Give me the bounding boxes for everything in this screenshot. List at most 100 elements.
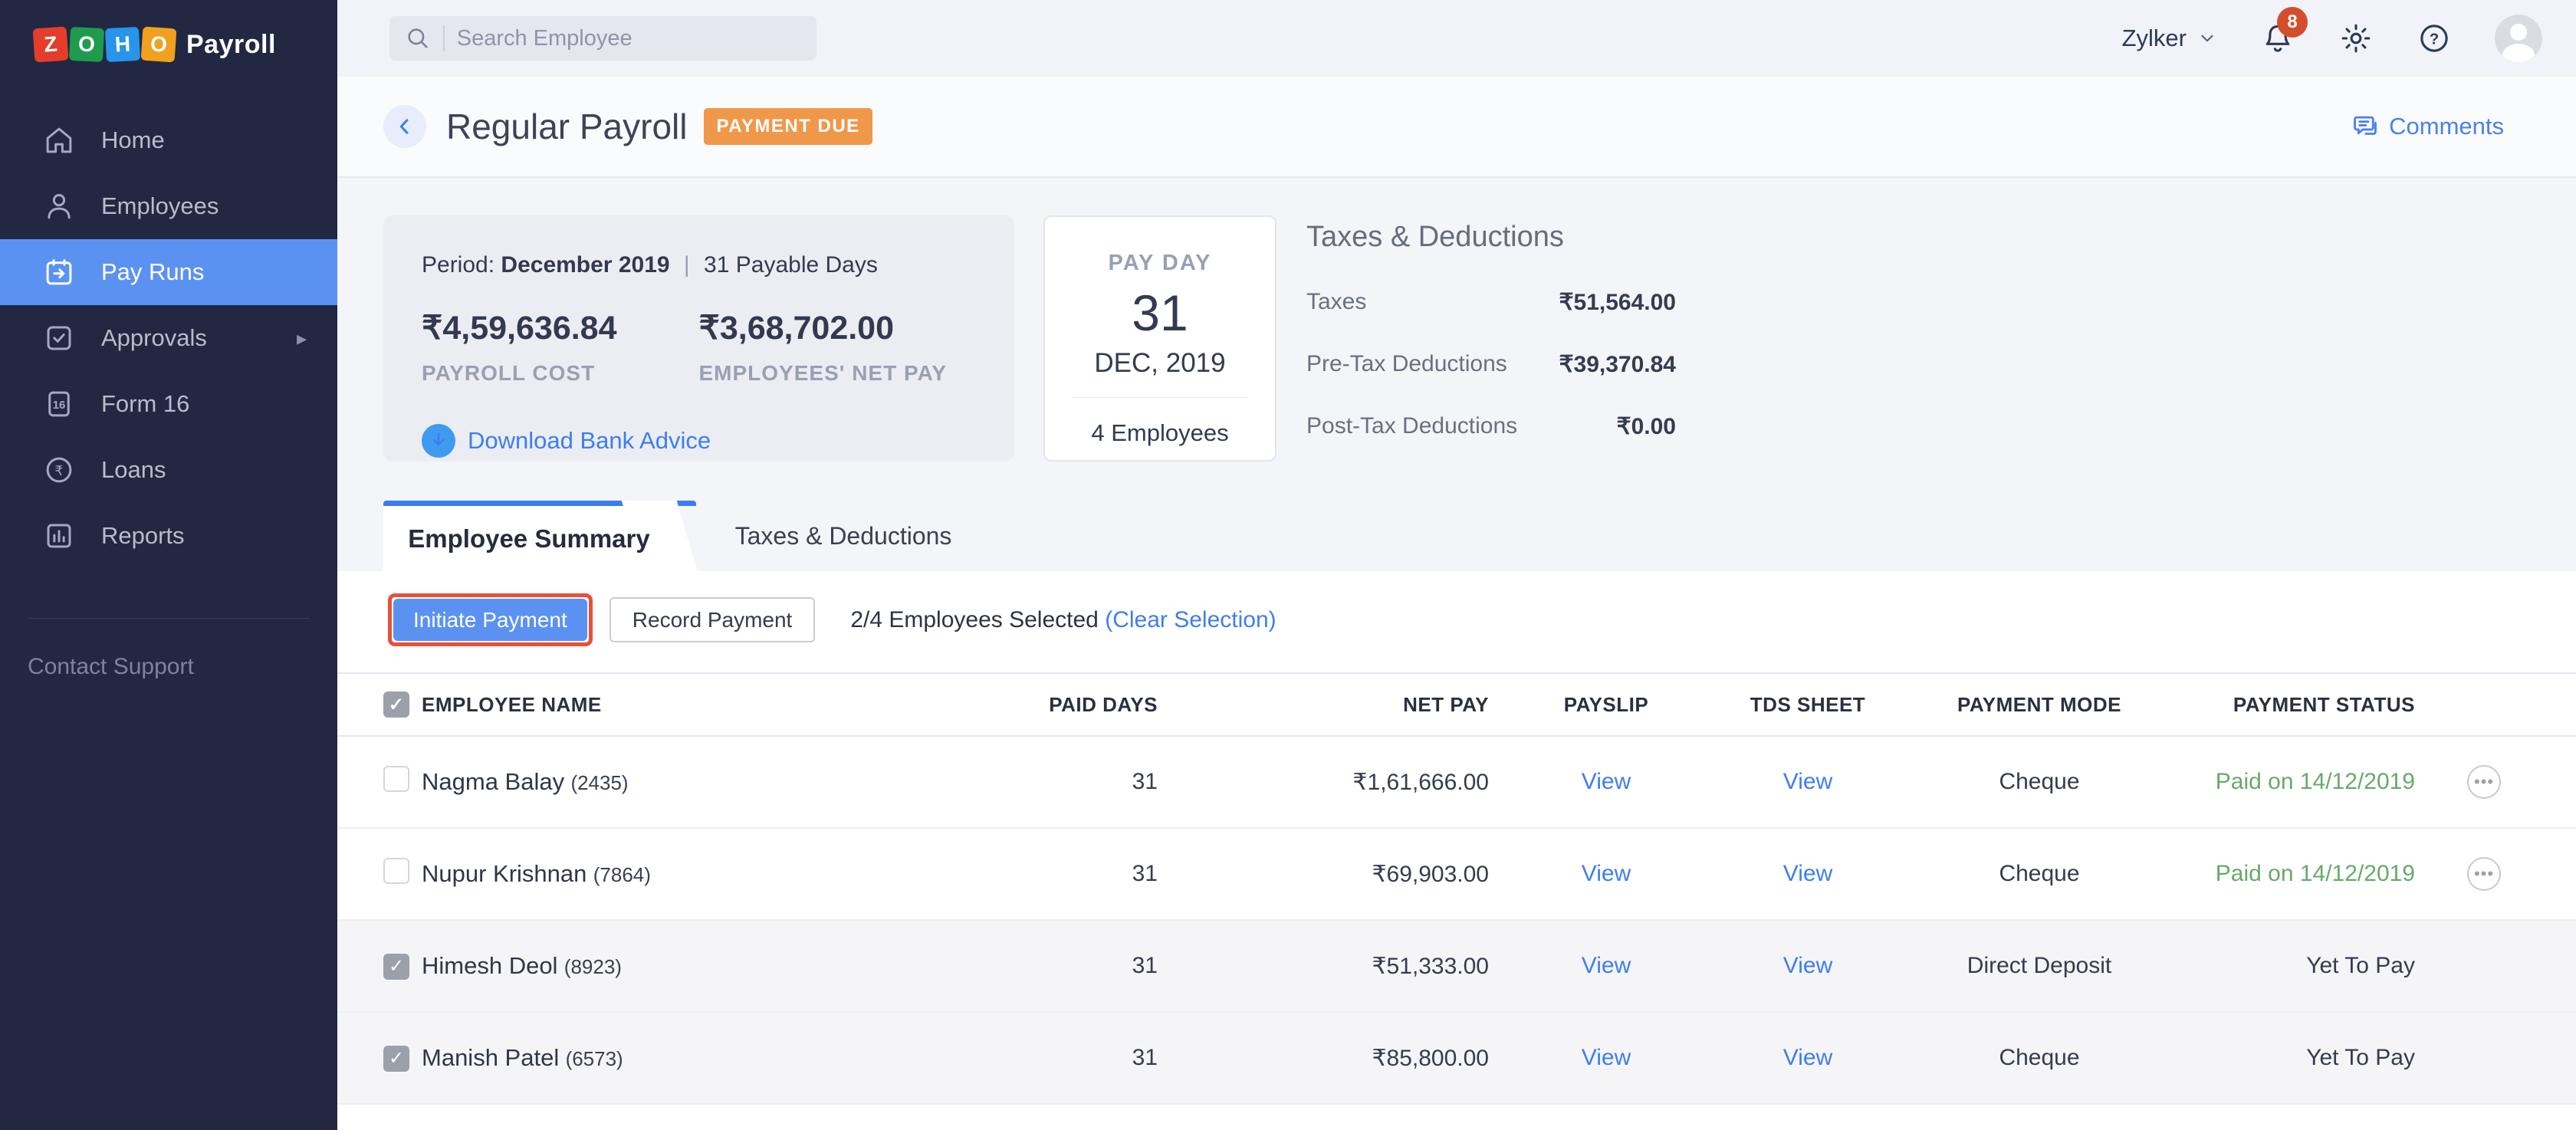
record-payment-button[interactable]: Record Payment [609, 597, 816, 642]
row-checkbox[interactable] [383, 953, 409, 980]
zoho-logo-icon: Z O H O [32, 26, 177, 63]
employee-search[interactable] [389, 16, 816, 61]
back-button[interactable] [383, 105, 426, 148]
initiate-payment-highlight: Initiate Payment [388, 593, 593, 646]
contact-support-link[interactable]: Contact Support [28, 654, 194, 679]
payroll-cost-label: PAYROLL COST [422, 361, 596, 385]
tax-label: Post-Tax Deductions [1306, 413, 1518, 439]
payment-mode: Direct Deposit [1967, 953, 2112, 978]
tax-value: ₹39,370.84 [1559, 352, 1676, 377]
user-avatar[interactable] [2495, 15, 2542, 62]
clear-selection-link[interactable]: (Clear Selection) [1105, 606, 1276, 632]
payment-status: Yet To Pay [2306, 953, 2415, 978]
sidebar-item-form-16[interactable]: 16 Form 16 [0, 371, 337, 437]
svg-text:16: 16 [53, 399, 66, 412]
employee-id: (7864) [593, 863, 651, 886]
actions-row: Initiate Payment Record Payment 2/4 Empl… [388, 593, 2576, 646]
table-row: Manish Patel (6573) 31 ₹85,800.00 View V… [337, 1013, 2576, 1105]
tds-view-link[interactable]: View [1783, 1045, 1833, 1070]
employee-name: Nagma Balay [422, 768, 565, 795]
payslip-view-link[interactable]: View [1581, 861, 1631, 886]
download-bank-advice-link[interactable]: Download Bank Advice [422, 424, 976, 458]
sidebar-item-label: Loans [101, 456, 166, 483]
period-line: Period: December 2019 | 31 Payable Days [422, 252, 976, 278]
pay-runs-icon [43, 256, 75, 288]
taxes-heading: Taxes & Deductions [1306, 221, 1564, 253]
table-row: Nagma Balay (2435) 31 ₹1,61,666.00 View … [337, 737, 2576, 829]
sidebar-item-reports[interactable]: Reports [0, 503, 337, 569]
sidebar-item-label: Home [101, 126, 165, 153]
help-icon: ? [2420, 25, 2448, 52]
period-summary-card: Period: December 2019 | 31 Payable Days … [383, 215, 1014, 462]
tds-view-link[interactable]: View [1783, 769, 1833, 794]
comments-label: Comments [2389, 113, 2504, 140]
row-menu-button[interactable]: ••• [2467, 857, 2501, 891]
paid-days: 31 [1132, 861, 1158, 886]
sidebar-item-loans[interactable]: ₹ Loans [0, 437, 337, 503]
notification-count-badge: 8 [2277, 7, 2308, 38]
payroll-cost-value: ₹4,59,636.84 [422, 310, 617, 347]
col-net-pay: NET PAY [1403, 692, 1489, 716]
employee-id: (8923) [564, 955, 622, 978]
pay-day-month-year: DEC, 2019 [1094, 348, 1226, 378]
org-name: Zylker [2121, 25, 2187, 51]
logo-tile: H [104, 26, 141, 63]
payslip-view-link[interactable]: View [1581, 1045, 1631, 1070]
tax-row: Pre-Tax Deductions ₹39,370.84 [1306, 351, 1676, 378]
sidebar-divider [28, 618, 310, 619]
col-tds-sheet: TDS SHEET [1750, 692, 1866, 716]
net-pay: ₹1,61,666.00 [1352, 769, 1489, 795]
period-value: December 2019 [501, 252, 670, 278]
employee-count: 4 Employees [1091, 419, 1229, 446]
col-payslip: PAYSLIP [1563, 692, 1649, 716]
sidebar-item-home[interactable]: Home [0, 107, 337, 173]
employee-name: Himesh Deol [422, 952, 558, 979]
payslip-view-link[interactable]: View [1581, 769, 1631, 794]
payment-status: Paid on 14/12/2019 [2215, 861, 2415, 886]
reports-icon [43, 520, 75, 552]
sidebar-item-approvals[interactable]: Approvals ▸ [0, 305, 337, 371]
loans-icon: ₹ [43, 454, 75, 486]
sidebar-item-pay-runs[interactable]: Pay Runs [0, 239, 337, 305]
tax-value: ₹0.00 [1616, 414, 1676, 439]
settings-button[interactable] [2338, 21, 2374, 56]
chevron-right-icon: ▸ [296, 326, 307, 350]
row-menu-button[interactable]: ••• [2467, 765, 2501, 799]
tds-view-link[interactable]: View [1783, 861, 1833, 886]
sidebar-item-employees[interactable]: Employees [0, 173, 337, 239]
initiate-payment-button[interactable]: Initiate Payment [393, 599, 587, 641]
logo-product-name: Payroll [186, 29, 276, 59]
net-pay: ₹69,903.00 [1372, 861, 1489, 887]
org-switcher[interactable]: Zylker [2122, 25, 2217, 52]
download-icon [422, 424, 455, 458]
main-content: Period: December 2019 | 31 Payable Days … [337, 178, 2576, 1130]
page-header: Regular Payroll PAYMENT DUE Comments [337, 77, 2576, 178]
table-header-row: EMPLOYEE NAME PAID DAYS NET PAY PAYSLIP … [337, 672, 2576, 737]
download-bank-advice-label: Download Bank Advice [468, 427, 711, 454]
taxes-deductions-summary: Taxes & Deductions Taxes ₹51,564.00 Pre-… [1306, 221, 1676, 440]
form-16-icon: 16 [43, 388, 75, 420]
comments-link[interactable]: Comments [2351, 112, 2504, 141]
help-button[interactable]: ? [2417, 21, 2452, 56]
sidebar-item-label: Reports [101, 522, 185, 549]
tax-row: Post-Tax Deductions ₹0.00 [1306, 413, 1676, 440]
search-icon [405, 25, 431, 51]
col-payment-mode: PAYMENT MODE [1957, 692, 2122, 716]
payslip-view-link[interactable]: View [1581, 953, 1631, 978]
page-title: Regular Payroll [446, 107, 688, 146]
tds-view-link[interactable]: View [1783, 953, 1833, 978]
tab-employee-summary[interactable]: Employee Summary [383, 501, 696, 571]
paid-days: 31 [1132, 953, 1158, 978]
tab-taxes-deductions[interactable]: Taxes & Deductions [705, 501, 981, 571]
row-checkbox[interactable] [383, 858, 409, 884]
col-payment-status: PAYMENT STATUS [2233, 692, 2415, 716]
row-checkbox[interactable] [383, 766, 409, 792]
search-input[interactable] [456, 25, 801, 51]
net-pay: ₹85,800.00 [1372, 1045, 1489, 1071]
notifications-button[interactable]: 8 [2260, 7, 2308, 56]
tax-row: Taxes ₹51,564.00 [1306, 289, 1676, 316]
row-checkbox[interactable] [383, 1045, 409, 1072]
payment-mode: Cheque [1999, 861, 2080, 886]
select-all-checkbox[interactable] [383, 691, 409, 718]
